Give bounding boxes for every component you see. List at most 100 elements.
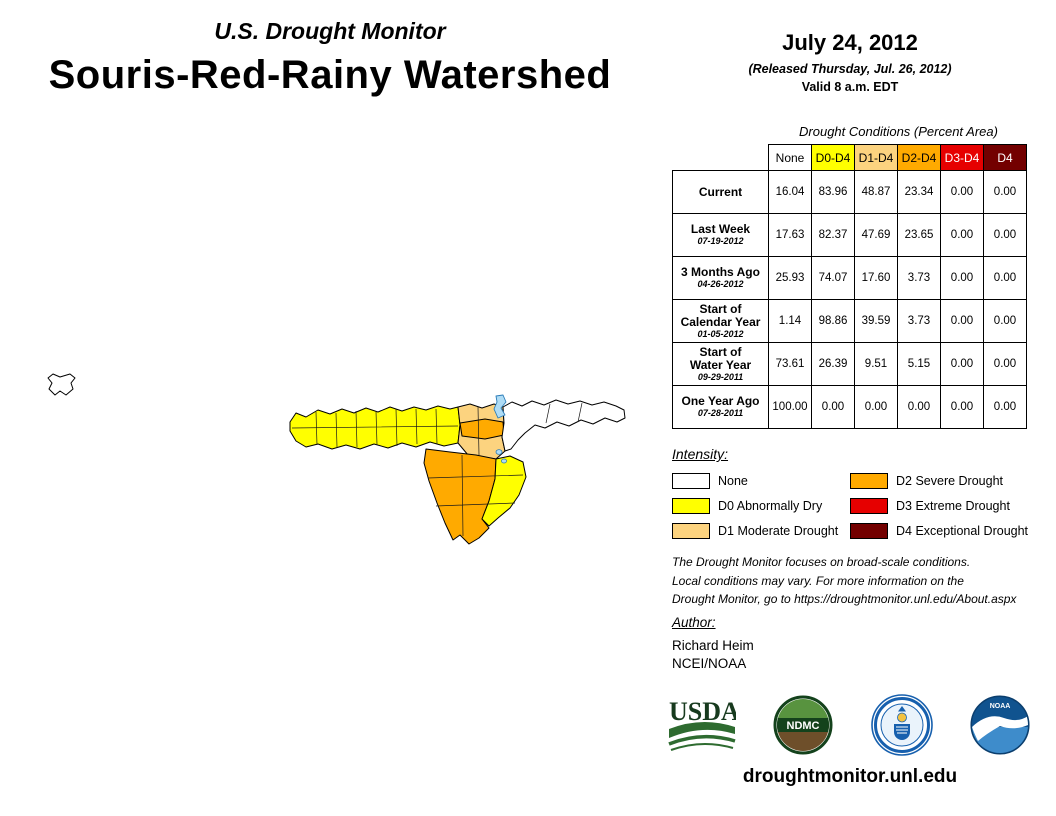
report-header: U.S. Drought Monitor Souris-Red-Rainy Wa… xyxy=(0,18,660,98)
table-header-row: None D0-D4 D1-D4 D2-D4 D3-D4 D4 xyxy=(673,144,1027,171)
percent-value: 47.69 xyxy=(854,213,898,257)
row-label-2: Water Year xyxy=(689,357,752,372)
ndmc-wordmark: NDMC xyxy=(787,720,820,732)
legend-swatch-d4 xyxy=(850,522,888,539)
row-date: 09-29-2011 xyxy=(697,371,744,382)
author-name: Richard Heim xyxy=(672,638,754,653)
commerce-shield-lines xyxy=(895,726,908,734)
legend-item-d2: D2 Severe Drought xyxy=(850,472,1032,489)
percent-value: 0.00 xyxy=(811,385,855,429)
table-row-last-week: Last Week 07-19-2012 17.63 82.37 47.69 2… xyxy=(672,213,1027,257)
ndmc-logo: NDMC xyxy=(773,695,833,755)
table-row-current: Current 16.04 83.96 48.87 23.34 0.00 0.0… xyxy=(672,170,1027,214)
page-title: Souris-Red-Rainy Watershed xyxy=(48,53,612,97)
row-date: 07-19-2012 xyxy=(697,236,744,246)
legend-item-d3: D3 Extreme Drought xyxy=(850,497,1032,514)
table-row-3-months-ago: 3 Months Ago 04-26-2012 25.93 74.07 17.6… xyxy=(672,256,1027,300)
map-date: July 24, 2012 xyxy=(782,30,918,55)
row-label-cell: Last Week 07-19-2012 xyxy=(672,213,769,257)
table-caption: Drought Conditions (Percent Area) xyxy=(799,124,998,139)
percent-value: 100.00 xyxy=(768,385,812,429)
percent-value: 1.14 xyxy=(768,299,812,343)
lake-icon xyxy=(493,394,507,419)
percent-value: 0.00 xyxy=(940,342,984,386)
percent-value: 0.00 xyxy=(940,170,984,214)
legend-label: None xyxy=(718,473,748,488)
valid-time: Valid 8 a.m. EDT xyxy=(801,80,899,94)
legend-swatch-d3 xyxy=(850,497,888,514)
percent-value: 0.00 xyxy=(983,170,1027,214)
table-row-start-calendar-year: Start of Calendar Year 01-05-2012 1.14 9… xyxy=(672,299,1027,343)
usda-swoosh-line xyxy=(670,742,734,751)
row-label-cell: Start of Calendar Year 01-05-2012 xyxy=(672,299,769,343)
map-region-d2-central xyxy=(459,418,505,440)
percent-value: 0.00 xyxy=(940,213,984,257)
legend-item-d4: D4 Exceptional Drought xyxy=(850,522,1032,539)
percent-value: 17.63 xyxy=(768,213,812,257)
percent-value: 9.51 xyxy=(854,342,898,386)
percent-value: 48.87 xyxy=(854,170,898,214)
percent-value: 3.73 xyxy=(897,256,941,300)
row-label: Current xyxy=(698,184,743,199)
row-label-cell: Start of Water Year 09-29-2011 xyxy=(672,342,769,386)
legend-label: D2 Severe Drought xyxy=(896,473,1004,488)
percent-value: 0.00 xyxy=(983,342,1027,386)
agency-logos: USDA NDMC xyxy=(668,692,1030,758)
legend-item-d1: D1 Moderate Drought xyxy=(672,522,850,539)
row-label-cell: 3 Months Ago 04-26-2012 xyxy=(672,256,769,300)
row-label: Start of xyxy=(699,344,742,359)
legend-swatch-d0 xyxy=(672,497,710,514)
noaa-seagull-icon xyxy=(971,716,1028,741)
legend-label: D0 Abnormally Dry xyxy=(718,498,823,513)
row-label: One Year Ago xyxy=(681,394,760,408)
usda-logo: USDA xyxy=(668,697,736,751)
usda-wordmark: USDA xyxy=(669,697,736,726)
map-region-d2-south xyxy=(423,448,497,545)
disclaimer-line: Local conditions may vary. For more info… xyxy=(672,573,964,588)
commerce-ring xyxy=(873,697,930,753)
legend-swatch-d2 xyxy=(850,472,888,489)
row-label: 3 Months Ago xyxy=(681,265,760,279)
percent-value: 0.00 xyxy=(983,385,1027,429)
legend-item-d0: D0 Abnormally Dry xyxy=(672,497,850,514)
usda-swoosh xyxy=(669,721,735,738)
small-lake-icon xyxy=(501,458,507,464)
table-row-start-water-year: Start of Water Year 09-29-2011 73.61 26.… xyxy=(672,342,1027,386)
percent-value: 16.04 xyxy=(768,170,812,214)
percent-value: 0.00 xyxy=(983,213,1027,257)
column-header-d3-d4: D3-D4 xyxy=(940,144,984,171)
watershed-map xyxy=(30,365,650,555)
percent-value: 23.34 xyxy=(897,170,941,214)
author-heading: Author: xyxy=(672,615,716,630)
date-block: July 24, 2012 (Released Thursday, Jul. 2… xyxy=(672,30,1028,94)
percent-value: 17.60 xyxy=(854,256,898,300)
released-date: (Released Thursday, Jul. 26, 2012) xyxy=(748,62,952,76)
row-label: Last Week xyxy=(690,222,751,236)
percent-value: 0.00 xyxy=(940,385,984,429)
legend-label: D1 Moderate Drought xyxy=(718,523,839,538)
percent-value: 0.00 xyxy=(897,385,941,429)
percent-value: 98.86 xyxy=(811,299,855,343)
small-lake-icon xyxy=(495,449,503,455)
percent-value: 0.00 xyxy=(983,299,1027,343)
percent-value: 0.00 xyxy=(940,299,984,343)
commerce-shield-icon xyxy=(893,724,910,740)
percent-value: 82.37 xyxy=(811,213,855,257)
percent-value: 83.96 xyxy=(811,170,855,214)
report-kicker: U.S. Drought Monitor xyxy=(214,18,446,44)
commerce-eagle-icon xyxy=(897,706,906,712)
county-boundaries xyxy=(291,402,583,537)
percent-value: 26.39 xyxy=(811,342,855,386)
percent-value: 73.61 xyxy=(768,342,812,386)
intensity-legend: None D0 Abnormally Dry D1 Moderate Droug… xyxy=(672,468,1032,543)
percent-value: 25.93 xyxy=(768,256,812,300)
table-row-one-year-ago: One Year Ago 07-28-2011 100.00 0.00 0.00… xyxy=(672,385,1027,429)
percent-value: 5.15 xyxy=(897,342,941,386)
row-label-cell: One Year Ago 07-28-2011 xyxy=(672,385,769,429)
map-region-none-east xyxy=(501,399,626,452)
disclaimer-line: The Drought Monitor focuses on broad-sca… xyxy=(672,555,971,569)
legend-label: D3 Extreme Drought xyxy=(896,498,1010,513)
map-region-d0-southeast xyxy=(481,455,527,527)
row-label-cell: Current xyxy=(672,170,769,214)
